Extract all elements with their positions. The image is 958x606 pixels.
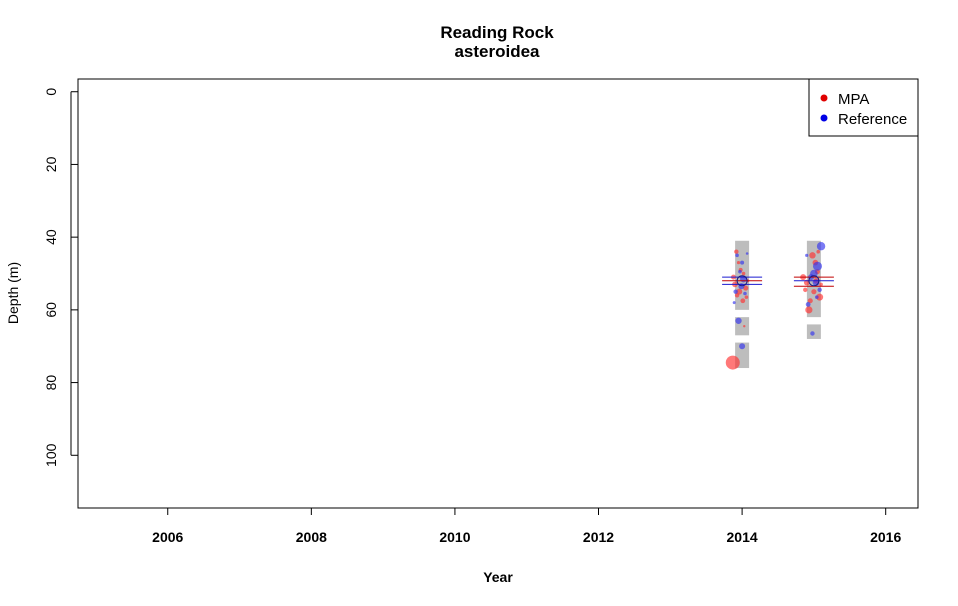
data-point-mpa bbox=[816, 249, 821, 254]
data-point-reference bbox=[735, 253, 739, 258]
depth-range-bar bbox=[806, 324, 821, 339]
x-tick-label: 2016 bbox=[870, 529, 901, 545]
data-point-mpa bbox=[809, 252, 816, 259]
data-point-reference bbox=[816, 242, 826, 251]
data-point-mpa bbox=[741, 271, 746, 276]
data-point-reference bbox=[740, 260, 745, 265]
legend-box bbox=[808, 78, 919, 137]
data-point-reference bbox=[805, 302, 811, 307]
y-tick-label: 0 bbox=[43, 88, 59, 96]
data-point-reference bbox=[810, 331, 815, 336]
x-tick-label: 2010 bbox=[439, 529, 470, 545]
data-point-reference bbox=[805, 253, 809, 257]
chart-title: Reading Rock bbox=[440, 23, 554, 42]
data-point-mpa bbox=[740, 298, 746, 304]
data-point-reference bbox=[814, 295, 819, 299]
mean-circle bbox=[808, 275, 820, 287]
y-tick-label: 20 bbox=[43, 156, 59, 172]
data-point-mpa bbox=[816, 293, 824, 301]
y-axis: 0 20 40 60 80 100 bbox=[43, 88, 78, 467]
data-point-mpa bbox=[725, 355, 740, 370]
x-tick-label: 2014 bbox=[727, 529, 758, 545]
data-point-reference bbox=[745, 252, 749, 255]
data-point-reference bbox=[817, 287, 822, 293]
data-point-mpa bbox=[743, 325, 746, 328]
legend-swatch-reference bbox=[820, 114, 828, 122]
y-tick-label: 60 bbox=[43, 302, 59, 318]
legend-label-mpa: MPA bbox=[838, 91, 869, 108]
data-point-reference bbox=[738, 269, 742, 274]
x-tick-label: 2006 bbox=[152, 529, 183, 545]
x-tick-label: 2012 bbox=[583, 529, 614, 545]
x-axis: 2006 2008 2010 2012 2014 2016 bbox=[152, 508, 901, 545]
data-point-mpa bbox=[734, 249, 739, 254]
legend-swatch-mpa bbox=[820, 94, 828, 102]
x-axis-label: Year bbox=[483, 569, 513, 585]
plot-frame bbox=[77, 78, 919, 509]
data-point-reference bbox=[812, 261, 822, 271]
y-tick-label: 40 bbox=[43, 229, 59, 245]
data-point-mpa bbox=[736, 260, 741, 265]
legend-label-reference: Reference bbox=[838, 111, 907, 128]
data-point-reference bbox=[739, 343, 746, 350]
data-point-mpa bbox=[803, 287, 808, 293]
data-point-reference bbox=[735, 317, 742, 324]
legend: MPA Reference bbox=[808, 78, 919, 137]
data-point-mpa bbox=[743, 285, 749, 291]
data-points bbox=[725, 242, 826, 370]
x-tick-label: 2008 bbox=[296, 529, 327, 545]
data-point-mpa bbox=[736, 288, 743, 295]
y-tick-label: 100 bbox=[43, 443, 59, 467]
data-point-reference bbox=[733, 289, 738, 294]
data-point-reference bbox=[732, 301, 736, 305]
y-axis-label: Depth (m) bbox=[5, 262, 21, 324]
mean-circle bbox=[736, 275, 748, 287]
data-point-reference bbox=[743, 291, 747, 296]
data-point-mpa bbox=[811, 289, 817, 295]
data-point-mpa bbox=[807, 298, 813, 304]
data-point-mpa bbox=[819, 282, 823, 287]
mean-markers bbox=[722, 275, 834, 287]
data-point-mpa bbox=[805, 306, 813, 314]
y-tick-label: 80 bbox=[43, 375, 59, 391]
chart-subtitle: asteroidea bbox=[454, 42, 540, 61]
data-point-mpa bbox=[744, 295, 749, 299]
